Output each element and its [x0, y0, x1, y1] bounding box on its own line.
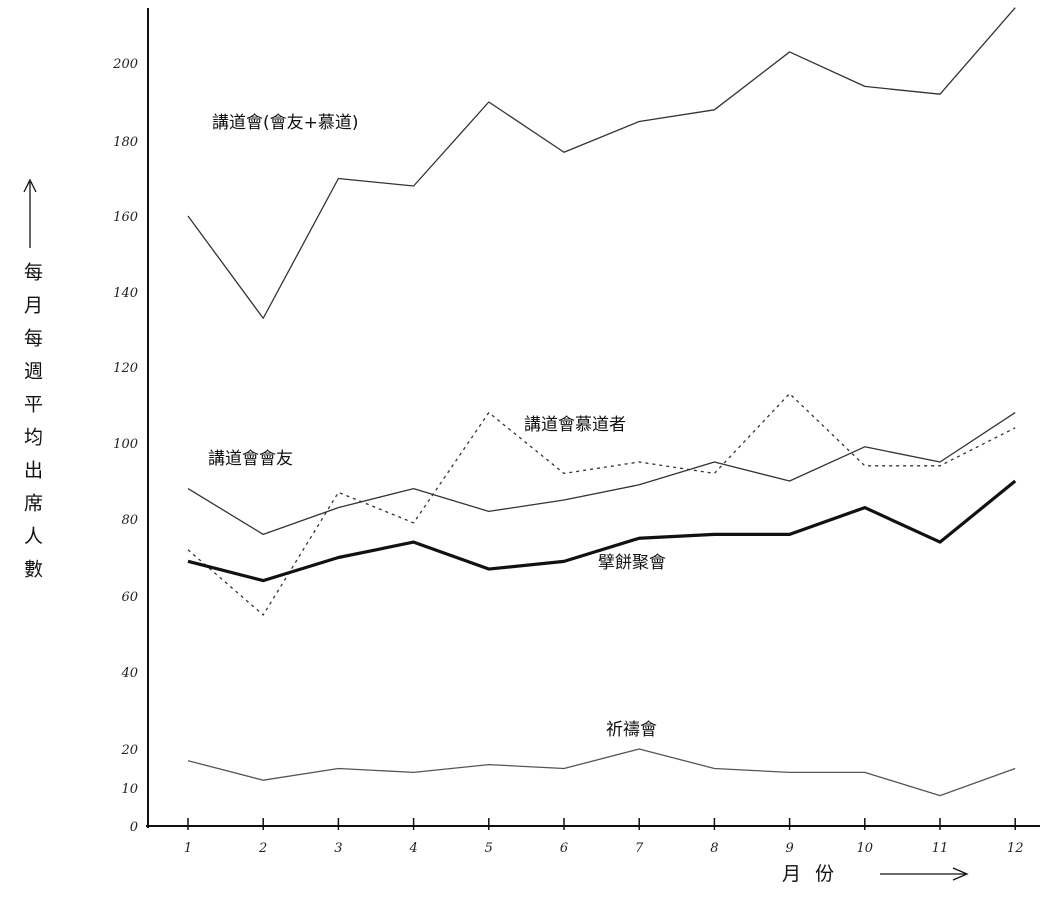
- series-3-label: 講道會會友: [208, 449, 293, 469]
- y-tick-label: 0: [130, 820, 138, 835]
- y-tick-label: 80: [121, 513, 138, 528]
- y-tick-label: 140: [113, 286, 138, 301]
- series-4-label: 擘餅聚會: [598, 553, 666, 573]
- x-tick-label: 10: [857, 841, 874, 856]
- y-tick-label: 180: [113, 135, 138, 150]
- x-tick-label: 8: [710, 841, 718, 856]
- x-tick-label: 5: [485, 841, 493, 856]
- x-tick-label: 2: [258, 841, 267, 856]
- series-5-label: 祈禱會: [606, 720, 657, 740]
- series-2-label: 講道會慕道者: [524, 415, 626, 435]
- y-tick-label: 40: [120, 666, 138, 681]
- x-tick-label: 4: [408, 841, 417, 856]
- x-tick-label: 7: [635, 841, 644, 856]
- y-tick-label: 160: [113, 210, 138, 225]
- series-5-line: [187, 748, 1016, 797]
- y-tick-label: 20: [120, 743, 138, 758]
- series-3-line: [187, 412, 1016, 536]
- series-4-line: [187, 479, 1017, 583]
- series-1-line: [187, 7, 1016, 319]
- y-tick-label: 100: [113, 437, 138, 452]
- series-layer: [187, 7, 1017, 797]
- x-tick-label: 3: [334, 841, 342, 856]
- series-2-line: [187, 392, 1016, 616]
- y-tick-label: 60: [121, 590, 138, 605]
- right-arrow-icon: [952, 867, 969, 881]
- x-tick-label: 11: [932, 841, 949, 856]
- y-tick-label: 200: [112, 57, 138, 72]
- x-tick-label: 9: [785, 841, 793, 856]
- y-tick-label: 120: [113, 361, 138, 376]
- y-axis-title: 每月每週平均出席人數: [21, 262, 43, 592]
- x-axis-title: 月份: [782, 863, 848, 885]
- x-tick-label: 6: [560, 841, 568, 856]
- y-tick-label: 10: [121, 782, 138, 797]
- x-tick-label: 12: [1007, 841, 1024, 856]
- series-1-label: 講道會(會友+慕道): [212, 113, 359, 133]
- up-arrow-icon: [23, 178, 37, 193]
- x-tick-label: 1: [184, 841, 192, 856]
